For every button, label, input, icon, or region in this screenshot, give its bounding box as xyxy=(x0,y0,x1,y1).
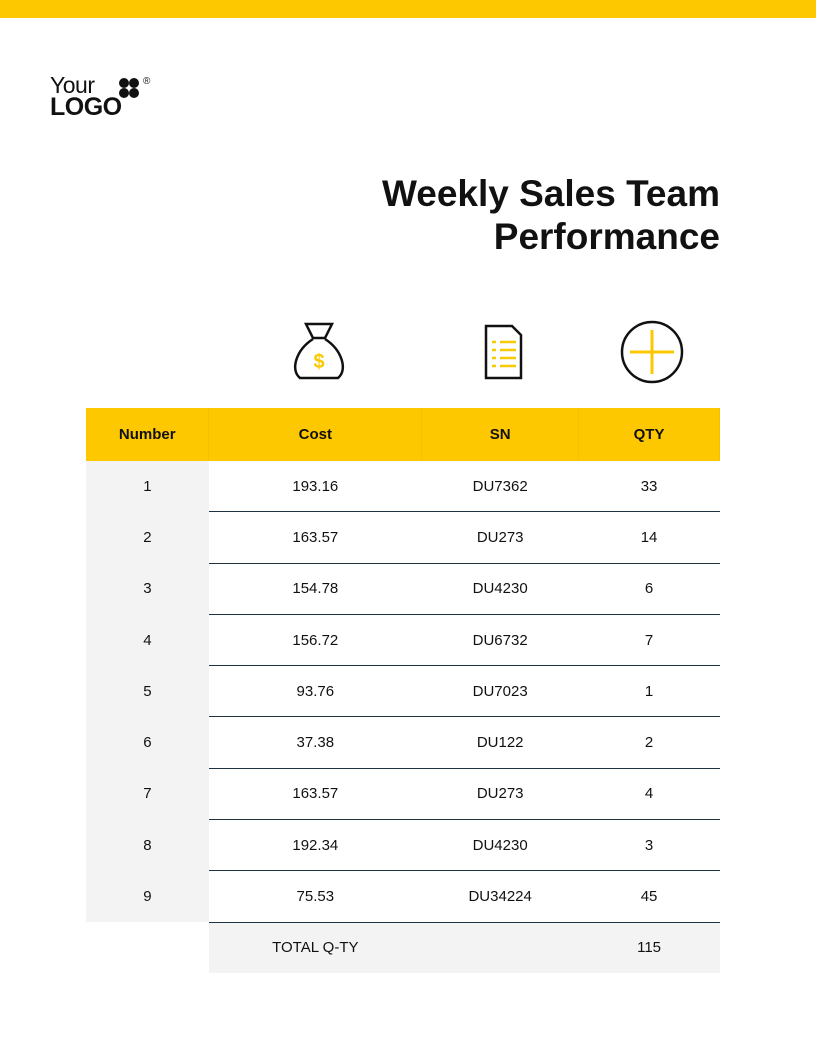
table-cell: DU4230 xyxy=(421,819,579,872)
table-cell: 3 xyxy=(578,819,720,872)
header-cell: Cost xyxy=(208,408,423,461)
table-cell xyxy=(421,922,579,973)
table-cell xyxy=(86,922,209,973)
table-cell: 163.57 xyxy=(208,511,422,564)
table-cell: 6 xyxy=(86,716,209,769)
table-cell: 93.76 xyxy=(208,665,422,718)
table-cell: DU7023 xyxy=(421,665,579,718)
table-cell: DU34224 xyxy=(421,870,579,923)
table-cell: DU122 xyxy=(421,716,579,769)
table-cell: 192.34 xyxy=(208,819,422,872)
logo-mark: ® xyxy=(143,76,151,87)
icons: $ xyxy=(293,320,684,384)
logo-text: LOGO xyxy=(50,93,122,121)
document-icon xyxy=(484,324,523,380)
table-row: 6 37.38 DU122 2 xyxy=(86,716,720,769)
table-cell: 14 xyxy=(578,511,720,564)
table-cell: 5 xyxy=(86,665,209,717)
table-row: 8 192.34 DU4230 3 xyxy=(86,819,720,872)
table-cell: 75.53 xyxy=(208,870,422,923)
table-cell: DU6732 xyxy=(421,614,579,667)
table-cell: 163.57 xyxy=(208,768,422,821)
table-cell: 154.78 xyxy=(208,563,422,615)
header-cell: QTY xyxy=(578,408,720,461)
header-cell: Number xyxy=(86,408,210,461)
total-label: TOTAL Q-TY xyxy=(208,922,422,973)
table-cell: 2 xyxy=(578,716,720,769)
money-bag-icon: $ xyxy=(293,322,345,380)
table-row: 1 193.16 DU7362 33 xyxy=(86,461,720,513)
table-cell: 37.38 xyxy=(208,716,422,769)
header-row: Number Cost SN QTY xyxy=(86,408,720,461)
table-cell: 156.72 xyxy=(208,614,422,667)
title: Weekly Sales Team Performance xyxy=(381,173,720,257)
table-cell: 33 xyxy=(578,461,720,513)
plus-icon xyxy=(620,320,684,384)
table-row: 7 163.57 DU273 4 xyxy=(86,768,720,821)
table-row: 4 156.72 DU6732 7 xyxy=(86,614,720,667)
table-cell: DU273 xyxy=(421,511,579,564)
table-cell: 2 xyxy=(86,511,209,564)
table-cell: 7 xyxy=(86,768,209,820)
sales-table: Number Cost SN QTY 1 193.16 DU7362 33 2 163.57 DU… xyxy=(86,408,720,973)
svg-text:$: $ xyxy=(313,351,324,373)
table-cell: 1 xyxy=(578,665,720,718)
table-cell: 45 xyxy=(578,870,720,923)
table-row: 2 163.57 DU273 14 xyxy=(86,511,720,564)
table-cell: 8 xyxy=(86,819,209,871)
table-cell: DU273 xyxy=(421,768,579,821)
table-cell: 193.16 xyxy=(208,461,422,513)
total-row: TOTAL Q-TY 115 xyxy=(86,922,720,973)
total-value: 115 xyxy=(578,922,720,973)
table-cell: 7 xyxy=(578,614,720,667)
table-cell: 1 xyxy=(86,461,209,512)
header-cell: SN xyxy=(421,408,580,461)
table-cell: 4 xyxy=(86,614,209,666)
table-row: 5 93.76 DU7023 1 xyxy=(86,665,720,718)
table-cell: 4 xyxy=(578,768,720,821)
table-cell: 9 xyxy=(86,870,209,923)
logo: Your LOGO ® xyxy=(50,72,150,121)
table-cell: DU4230 xyxy=(421,563,579,615)
table-cell: 6 xyxy=(578,563,720,615)
table-row: 9 75.53 DU34224 45 xyxy=(86,870,720,923)
top-bar xyxy=(0,0,816,18)
logo-text: Your xyxy=(50,72,95,98)
logo-icon xyxy=(119,78,139,98)
table-cell: DU7362 xyxy=(421,461,579,513)
table-cell: 3 xyxy=(86,563,209,615)
table-row: 3 154.78 DU4230 6 xyxy=(86,563,720,615)
